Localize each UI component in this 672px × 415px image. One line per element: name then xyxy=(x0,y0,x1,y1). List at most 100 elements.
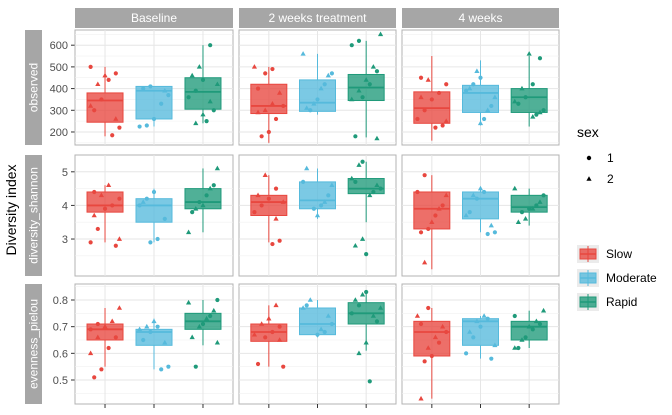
data-point xyxy=(166,364,171,369)
data-point xyxy=(364,289,369,295)
data-point xyxy=(137,326,143,332)
data-point xyxy=(208,313,213,319)
box-iqr xyxy=(184,188,222,210)
y-tick-label: 0.7 xyxy=(53,322,68,334)
box-iqr xyxy=(462,191,499,220)
facet-strip-row xyxy=(25,284,42,404)
data-point xyxy=(300,51,306,56)
data-point xyxy=(304,303,309,308)
data-point xyxy=(197,199,202,205)
data-point xyxy=(370,64,376,69)
data-point xyxy=(363,339,369,345)
data-point xyxy=(266,196,271,201)
data-point xyxy=(512,345,518,350)
data-point xyxy=(474,68,480,74)
box-rapid xyxy=(347,292,385,351)
legend-label-sex: 1 xyxy=(607,151,614,165)
data-point xyxy=(255,86,261,91)
y-tick-label: 500 xyxy=(50,62,68,74)
data-point xyxy=(440,323,446,329)
data-point xyxy=(207,98,213,104)
data-point xyxy=(360,95,365,100)
data-point xyxy=(155,324,160,329)
data-point xyxy=(137,124,142,129)
box-iqr xyxy=(250,194,288,216)
data-point xyxy=(422,173,427,178)
box-slow xyxy=(86,308,124,367)
data-point xyxy=(277,337,283,342)
facet-panel xyxy=(238,29,397,146)
data-point xyxy=(189,72,195,78)
legend-key-triangle xyxy=(586,176,592,181)
facet-panel xyxy=(238,154,397,277)
data-point xyxy=(436,90,442,96)
data-point xyxy=(349,175,355,181)
data-point xyxy=(512,98,518,104)
data-point xyxy=(193,364,198,369)
data-point xyxy=(113,243,118,248)
data-point xyxy=(207,185,213,191)
data-point xyxy=(301,179,306,184)
data-point xyxy=(259,134,264,139)
facet-strip-row-label: observed xyxy=(27,63,41,112)
data-point xyxy=(141,337,146,343)
data-point xyxy=(519,210,525,215)
data-point xyxy=(477,120,484,126)
data-point xyxy=(211,307,217,313)
data-point xyxy=(215,297,220,303)
data-point xyxy=(106,77,111,83)
data-point xyxy=(471,335,476,340)
box-moderate xyxy=(462,188,499,233)
data-point xyxy=(349,43,354,48)
legend-label-sex: 2 xyxy=(607,172,614,186)
data-point xyxy=(433,213,438,218)
data-point xyxy=(102,72,108,78)
data-point xyxy=(110,133,115,138)
data-point xyxy=(263,71,268,76)
data-point xyxy=(255,192,261,198)
data-point xyxy=(429,219,435,225)
facet-strip-column-label: 2 weeks treatment xyxy=(268,11,367,25)
data-point xyxy=(516,345,521,351)
data-point xyxy=(204,193,209,198)
data-point xyxy=(516,101,521,106)
data-point xyxy=(530,205,536,211)
data-point xyxy=(273,116,279,122)
data-point xyxy=(418,230,424,235)
data-point xyxy=(318,326,324,332)
data-point xyxy=(541,193,546,198)
facet-strip-row-label: evenness_pielou xyxy=(27,299,41,389)
data-point xyxy=(318,85,324,91)
data-point xyxy=(151,318,157,324)
data-point xyxy=(467,329,473,334)
data-point xyxy=(526,51,532,56)
data-point xyxy=(537,109,543,115)
data-point xyxy=(281,364,286,369)
data-point xyxy=(367,192,373,198)
data-point xyxy=(478,75,483,80)
data-point xyxy=(425,345,431,350)
data-point xyxy=(519,337,525,342)
data-point xyxy=(117,125,122,130)
data-point xyxy=(204,119,209,124)
data-point xyxy=(252,210,257,215)
data-point xyxy=(432,334,439,340)
data-point xyxy=(481,313,487,318)
data-point xyxy=(377,31,384,37)
data-point xyxy=(214,165,220,171)
data-point xyxy=(251,64,258,69)
data-point xyxy=(141,86,146,91)
data-point xyxy=(467,210,472,215)
data-point xyxy=(471,82,476,87)
data-point xyxy=(537,199,543,204)
data-point xyxy=(200,111,206,117)
data-point xyxy=(352,242,358,248)
data-point xyxy=(353,134,358,139)
data-point xyxy=(113,71,118,76)
data-point xyxy=(425,77,431,82)
data-point xyxy=(367,379,372,384)
data-point xyxy=(88,327,93,332)
data-point xyxy=(117,196,122,201)
data-point xyxy=(92,375,97,380)
data-point xyxy=(325,72,331,78)
